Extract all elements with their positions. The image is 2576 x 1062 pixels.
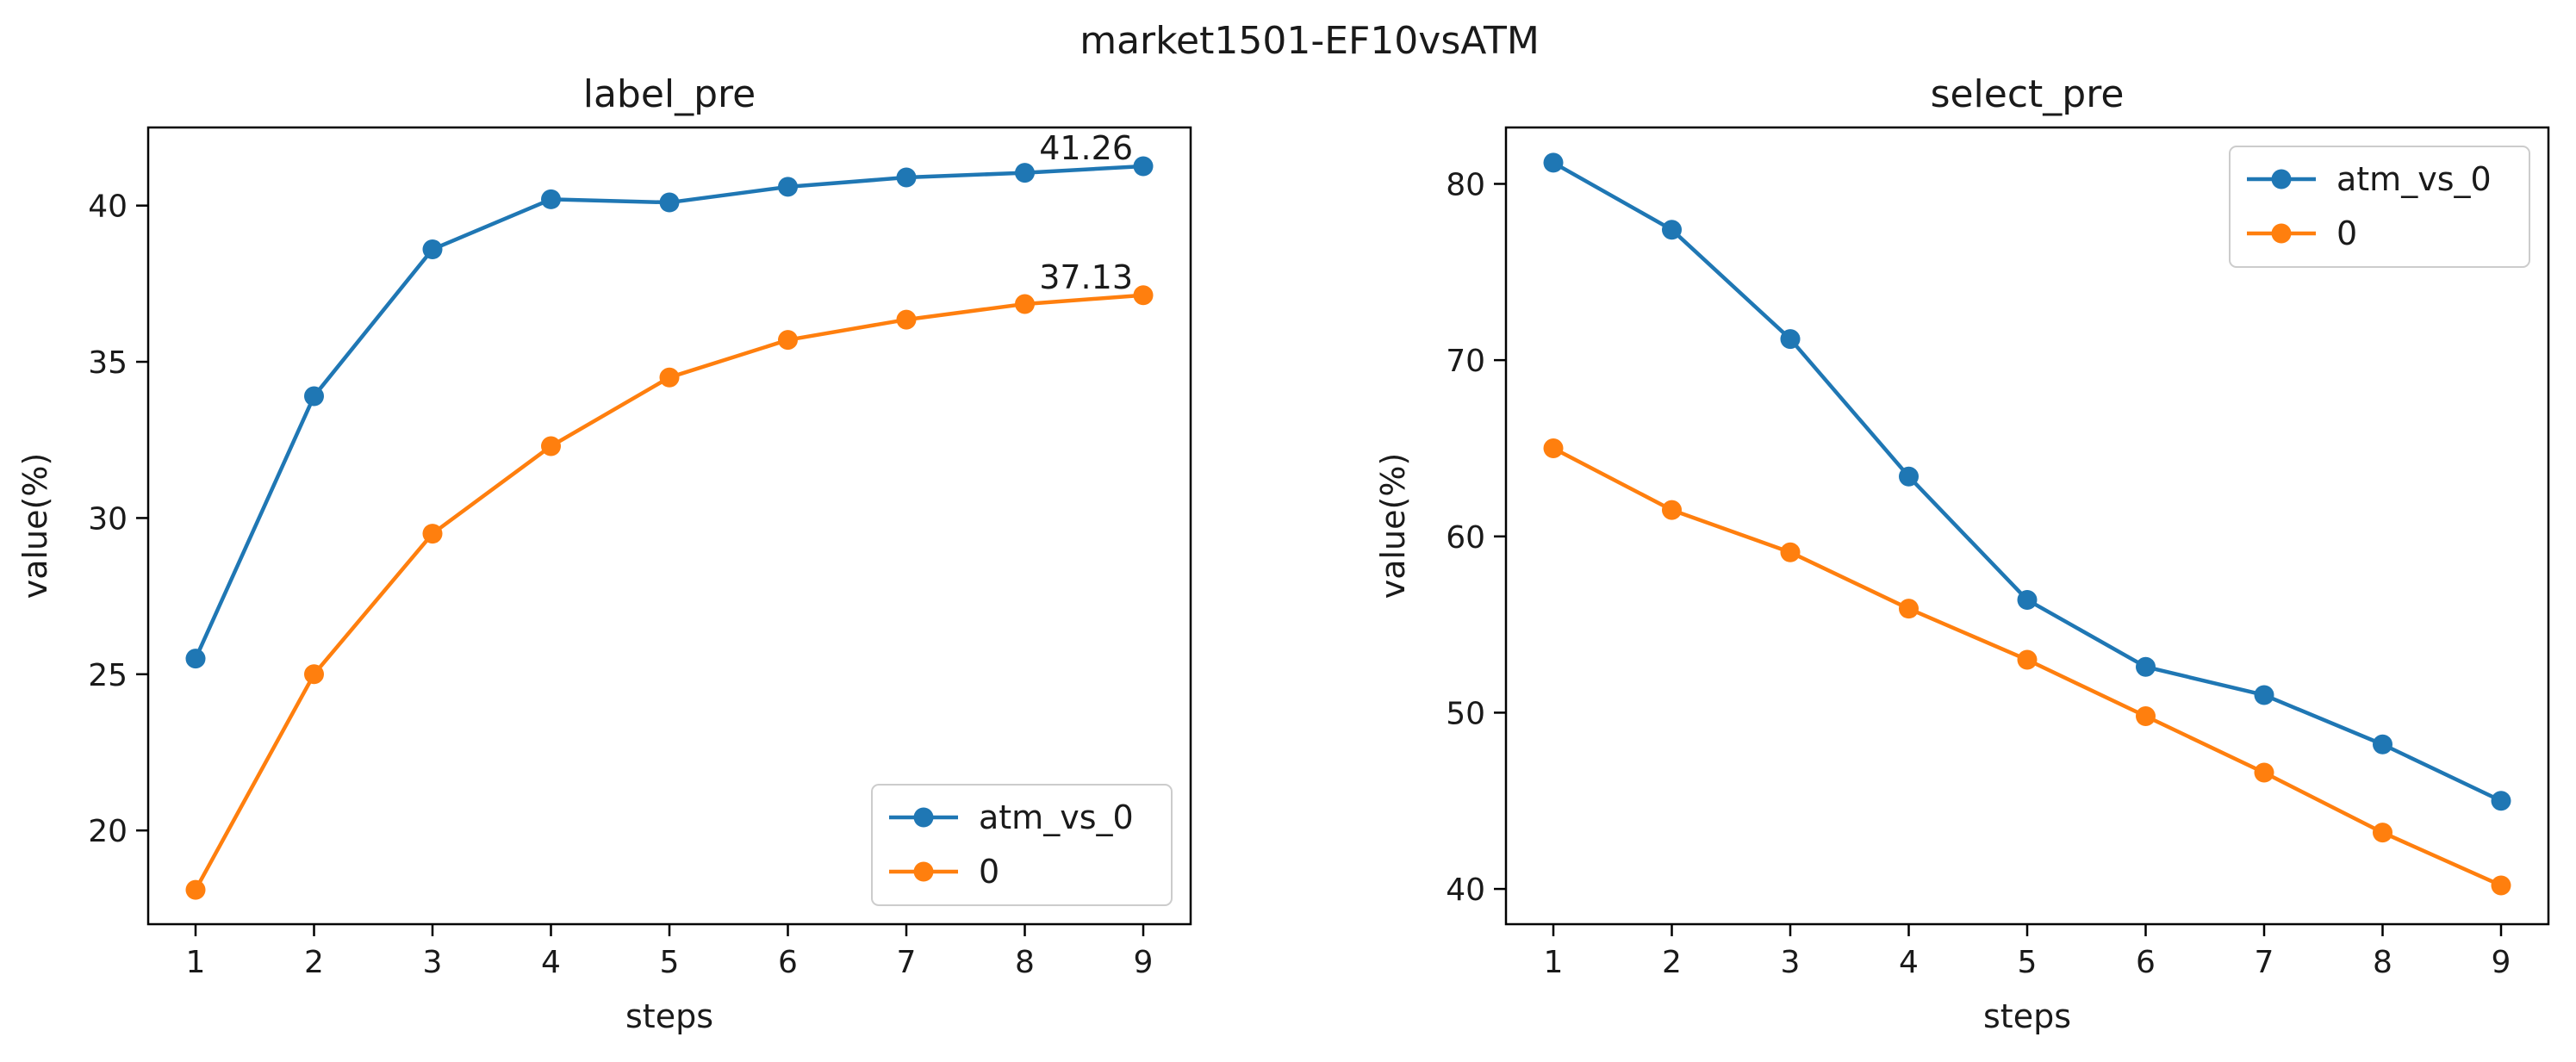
- label-pre-plot: label_pre 1 2 3 4 5 6 7 8 9 20 25 30 35 40 steps value(%…: [16, 72, 1192, 1035]
- y-tick-label: 60: [1446, 520, 1485, 556]
- data-point: [1662, 220, 1682, 240]
- x-tick-label: 2: [304, 945, 324, 980]
- legend-box: [871, 784, 1173, 906]
- x-tick-label: 3: [423, 945, 443, 980]
- data-point: [1662, 500, 1682, 520]
- x-tick-label: 1: [186, 945, 206, 980]
- data-point: [2491, 875, 2511, 896]
- x-tick-label: 8: [1015, 945, 1035, 980]
- select-pre-plot: select_pre 1 2 3 4 5 6 7 8 9 40 50 60 70 80 steps value(…: [1374, 72, 2550, 1035]
- data-point: [2373, 734, 2392, 755]
- data-point: [2136, 656, 2156, 677]
- data-point: [1015, 163, 1035, 183]
- y-axis-label: value(%): [1374, 453, 1412, 599]
- data-point: [1543, 152, 1564, 173]
- legend-marker: [913, 807, 934, 828]
- data-point: [2017, 649, 2038, 670]
- data-point: [1780, 542, 1801, 562]
- y-tick-label: 40: [1446, 873, 1485, 908]
- data-point: [896, 309, 917, 330]
- axes-frame: [1504, 126, 2550, 926]
- legend-marker: [913, 861, 934, 882]
- data-point: [2254, 685, 2274, 705]
- data-point: [659, 367, 680, 388]
- x-tick-label: 5: [2018, 945, 2038, 980]
- x-tick-label: 6: [2136, 945, 2156, 980]
- y-tick-label: 40: [88, 189, 128, 225]
- x-tick-label: 9: [1134, 945, 1154, 980]
- data-point: [2254, 762, 2274, 783]
- data-point: [422, 239, 443, 259]
- x-tick-label: 7: [897, 945, 917, 980]
- value-annotation: 41.26: [1039, 129, 1133, 167]
- data-point: [1899, 599, 1919, 619]
- y-tick-label: 80: [1446, 167, 1485, 202]
- data-point: [304, 386, 324, 407]
- x-tick-label: 9: [2492, 945, 2511, 980]
- x-tick-label: 8: [2373, 945, 2392, 980]
- x-tick-label: 4: [541, 945, 561, 980]
- data-point: [778, 177, 798, 197]
- legend-marker: [2271, 223, 2292, 244]
- data-point: [1899, 466, 1919, 487]
- data-point: [185, 649, 206, 669]
- x-tick-label: 6: [778, 945, 798, 980]
- data-point: [896, 167, 917, 188]
- legend-label: 0: [2336, 214, 2357, 252]
- x-tick-label: 1: [1544, 945, 1564, 980]
- y-tick-label: 35: [88, 345, 128, 381]
- x-tick-label: 3: [1781, 945, 1801, 980]
- axes-frame: [146, 126, 1192, 926]
- plot-title: label_pre: [583, 72, 756, 116]
- data-point: [1133, 285, 1154, 306]
- data-point: [659, 192, 680, 213]
- legend-box: [2229, 146, 2530, 268]
- data-point: [2373, 823, 2392, 843]
- y-tick-label: 30: [88, 501, 128, 537]
- legend-label: atm_vs_0: [2336, 160, 2492, 198]
- x-tick-label: 5: [660, 945, 680, 980]
- plot-title: select_pre: [1931, 72, 2125, 116]
- data-point: [1133, 156, 1154, 177]
- data-point: [2017, 589, 2038, 610]
- x-tick-label: 4: [1899, 945, 1919, 980]
- data-point: [422, 524, 443, 544]
- figure-suptitle: market1501-EF10vsATM: [1080, 19, 1540, 63]
- data-point: [2491, 791, 2511, 811]
- data-point: [1780, 329, 1801, 350]
- y-tick-label: 25: [88, 658, 128, 693]
- x-tick-label: 2: [1662, 945, 1682, 980]
- legend-label: atm_vs_0: [979, 798, 1134, 836]
- y-tick-label: 50: [1446, 696, 1485, 731]
- data-point: [304, 664, 324, 685]
- x-axis-label: steps: [625, 997, 713, 1035]
- legend-label: 0: [979, 853, 999, 891]
- data-point: [541, 436, 561, 456]
- legend-marker: [2271, 169, 2292, 189]
- data-point: [1543, 438, 1564, 458]
- data-point: [1015, 294, 1035, 314]
- y-tick-label: 70: [1446, 344, 1485, 379]
- data-point: [778, 330, 798, 351]
- data-point: [541, 189, 561, 209]
- value-annotation: 37.13: [1039, 258, 1133, 296]
- y-tick-label: 20: [88, 814, 128, 849]
- data-point: [185, 879, 206, 900]
- y-axis-label: value(%): [16, 453, 54, 599]
- data-point: [2136, 706, 2156, 727]
- x-axis-label: steps: [1983, 997, 2071, 1035]
- x-tick-label: 7: [2255, 945, 2274, 980]
